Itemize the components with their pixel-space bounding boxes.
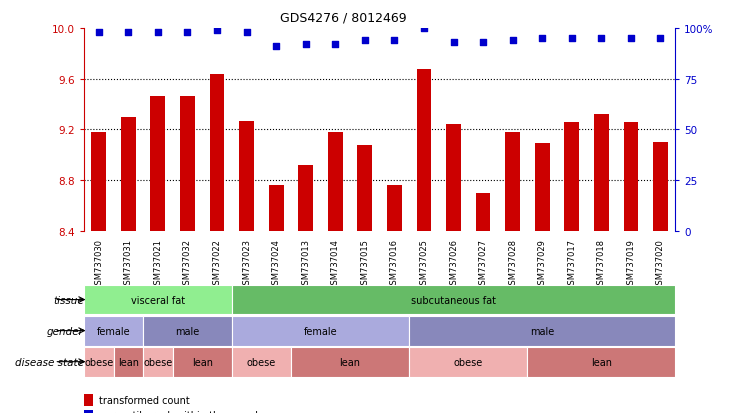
Text: obese: obese (84, 357, 113, 367)
Bar (231, 285, 675, 315)
Bar (143, 316, 231, 346)
Text: obese: obese (453, 357, 483, 367)
Bar (239, 121, 254, 231)
Bar (409, 347, 527, 377)
Point (211, 28, 223, 34)
Point (447, 40, 459, 46)
Point (359, 38, 371, 44)
Bar (417, 69, 431, 231)
Point (388, 38, 400, 44)
Point (655, 36, 666, 42)
Bar (564, 123, 579, 231)
Bar (210, 74, 224, 231)
Bar (299, 166, 313, 231)
Bar (114, 347, 143, 377)
Bar (623, 123, 638, 231)
Bar (527, 347, 675, 377)
Bar (84, 316, 143, 346)
Text: gender: gender (47, 326, 84, 336)
Text: lean: lean (339, 357, 361, 367)
Point (625, 36, 637, 42)
Bar (594, 115, 609, 231)
Bar (180, 97, 195, 231)
Point (300, 42, 312, 48)
Text: obese: obese (143, 357, 172, 367)
Point (418, 26, 430, 32)
Point (123, 30, 134, 36)
Point (329, 42, 341, 48)
Bar (291, 347, 409, 377)
Point (477, 40, 489, 46)
Bar (446, 125, 461, 231)
Bar (150, 97, 165, 231)
Text: percentile rank within the sample: percentile rank within the sample (99, 411, 264, 413)
Point (182, 30, 193, 36)
Text: tissue: tissue (53, 295, 84, 305)
Point (241, 30, 253, 36)
Text: subcutaneous fat: subcutaneous fat (411, 295, 496, 305)
Point (537, 36, 548, 42)
Bar (328, 133, 342, 231)
Text: visceral fat: visceral fat (131, 295, 185, 305)
Text: obese: obese (247, 357, 276, 367)
Bar (476, 193, 491, 231)
Bar (653, 143, 668, 231)
Text: GDS4276 / 8012469: GDS4276 / 8012469 (280, 12, 407, 25)
Text: male: male (530, 326, 554, 336)
Bar (84, 347, 114, 377)
Text: lean: lean (118, 357, 139, 367)
Point (596, 36, 607, 42)
Bar (269, 186, 283, 231)
Bar (387, 186, 402, 231)
Point (270, 44, 282, 50)
Text: female: female (304, 326, 337, 336)
Bar (172, 347, 231, 377)
Bar (84, 285, 231, 315)
Bar (91, 133, 106, 231)
Bar (231, 316, 409, 346)
Text: disease state: disease state (15, 357, 84, 367)
Bar (535, 144, 550, 231)
Text: male: male (175, 326, 199, 336)
Point (93, 30, 104, 36)
Text: lean: lean (591, 357, 612, 367)
Bar (143, 347, 172, 377)
Bar (505, 133, 520, 231)
Text: female: female (96, 326, 131, 336)
Bar (409, 316, 675, 346)
Bar (231, 347, 291, 377)
Text: transformed count: transformed count (99, 395, 189, 405)
Point (152, 30, 164, 36)
Bar (121, 117, 136, 231)
Point (507, 38, 518, 44)
Bar (358, 145, 372, 231)
Text: lean: lean (192, 357, 212, 367)
Point (566, 36, 577, 42)
